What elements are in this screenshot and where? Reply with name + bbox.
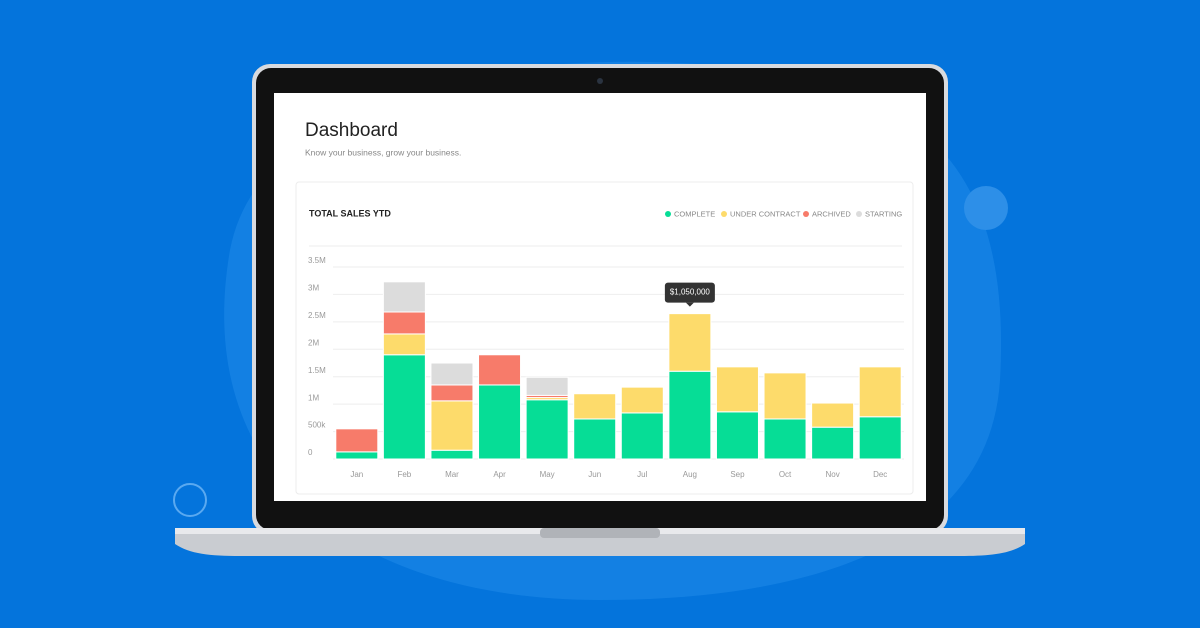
bar-segment xyxy=(620,386,664,414)
bar-segment xyxy=(335,451,379,460)
deco-circle xyxy=(964,186,1008,230)
bar-segment xyxy=(573,393,617,420)
x-tick-label: Jul xyxy=(637,470,647,479)
laptop-base xyxy=(175,528,1025,556)
bar-segment xyxy=(382,311,426,335)
y-tick-label: 500k xyxy=(308,421,326,430)
tooltip-label: $1,050,000 xyxy=(670,288,711,297)
bar-segment xyxy=(763,418,807,460)
x-tick-label: Apr xyxy=(493,470,506,479)
bar-segment xyxy=(430,384,474,402)
y-tick-label: 1.5M xyxy=(308,366,326,375)
bar-segment xyxy=(430,362,474,386)
page-subtitle: Know your business, grow your business. xyxy=(305,147,461,157)
tooltip-box xyxy=(664,282,715,303)
legend-swatch xyxy=(856,211,862,217)
legend-swatch xyxy=(721,211,727,217)
bar-segment xyxy=(811,402,855,428)
x-tick-label: Oct xyxy=(779,470,792,479)
x-tick-label: Mar xyxy=(445,470,459,479)
y-tick-label: 2.5M xyxy=(308,311,326,320)
bar-segment xyxy=(525,399,569,460)
bar-segment xyxy=(668,370,712,460)
bar-segment xyxy=(715,366,759,413)
bar-segment xyxy=(715,411,759,460)
legend-label: STARTING xyxy=(865,209,902,218)
chart-title: TOTAL SALES YTD xyxy=(309,208,391,218)
bar-segment xyxy=(430,449,474,460)
bar-segment xyxy=(763,372,807,420)
bar-segment xyxy=(478,384,522,460)
camera xyxy=(597,78,603,84)
x-tick-label: Jun xyxy=(588,470,601,479)
bar-segment xyxy=(668,313,712,372)
bar-segment xyxy=(811,426,855,460)
x-tick-label: May xyxy=(540,470,555,479)
bar-segment xyxy=(382,333,426,356)
bar-segment xyxy=(858,366,902,418)
legend-label: COMPLETE xyxy=(674,209,715,218)
bar-segment xyxy=(382,354,426,460)
bar-segment xyxy=(430,400,474,451)
legend-label: ARCHIVED xyxy=(812,209,851,218)
bar-segment xyxy=(573,418,617,460)
x-tick-label: Nov xyxy=(826,470,840,479)
bar-segment xyxy=(335,428,379,453)
y-tick-label: 3M xyxy=(308,284,319,293)
bar-segment xyxy=(858,416,902,460)
legend-label: UNDER CONTRACT xyxy=(730,209,801,218)
legend-swatch xyxy=(803,211,809,217)
bar-segment xyxy=(382,281,426,313)
bar-segment xyxy=(620,412,664,460)
y-tick-label: 1M xyxy=(308,393,319,402)
y-tick-label: 0 xyxy=(308,448,313,457)
bar-segment xyxy=(478,354,522,386)
x-tick-label: Dec xyxy=(873,470,887,479)
x-tick-label: Aug xyxy=(683,470,697,479)
y-tick-label: 3.5M xyxy=(308,256,326,265)
laptop-notch xyxy=(540,528,660,538)
deco-ring xyxy=(173,483,207,517)
x-tick-label: Feb xyxy=(397,470,411,479)
x-tick-label: Jan xyxy=(350,470,363,479)
legend-swatch xyxy=(665,211,671,217)
x-tick-label: Sep xyxy=(730,470,745,479)
bar-segment xyxy=(525,376,569,396)
page-title: Dashboard xyxy=(305,120,398,141)
tooltip-pointer xyxy=(685,302,694,307)
y-tick-label: 2M xyxy=(308,338,319,347)
